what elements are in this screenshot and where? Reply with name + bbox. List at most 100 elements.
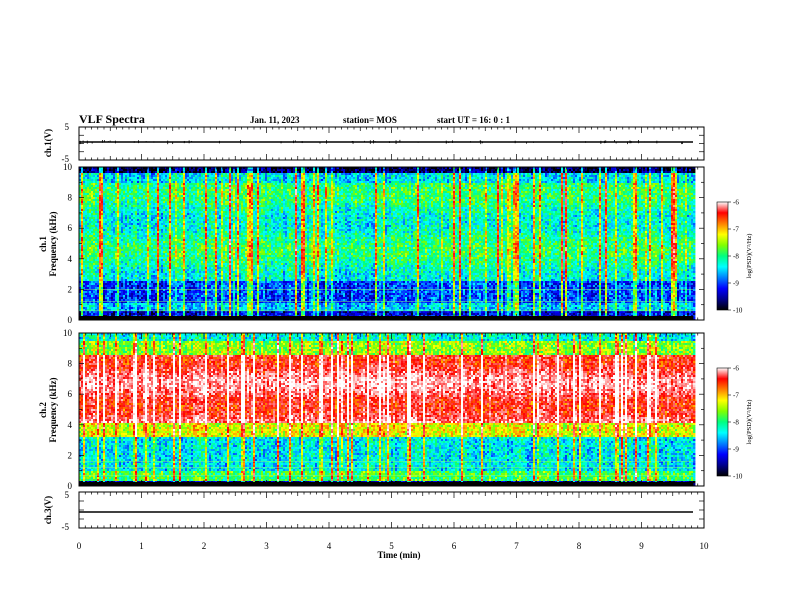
spectrogram-cell [173, 169, 176, 172]
spectrogram-cell [183, 207, 186, 210]
spectrogram-cell [157, 167, 160, 170]
spectrogram-cell [133, 301, 136, 304]
spectrogram-cell [157, 237, 160, 240]
spectrogram-cell [169, 297, 172, 300]
spectrogram-cell [87, 261, 90, 264]
spectrogram-cell [159, 205, 162, 208]
spectrogram-cell [145, 229, 148, 232]
spectrogram-cell [165, 273, 168, 276]
spectrogram-cell [99, 303, 102, 306]
spectrogram-cell [99, 261, 102, 264]
spectrogram-cell [153, 313, 156, 316]
spectrogram-cell [117, 225, 120, 228]
spectrogram-cell [167, 245, 170, 248]
spectrogram-cell [119, 269, 122, 272]
spectrogram-cell [175, 211, 178, 214]
spectrogram-cell [155, 297, 158, 300]
spectrogram-cell [137, 237, 140, 240]
spectrogram-cell [103, 191, 106, 194]
spectrogram-cell [129, 277, 132, 280]
spectrogram-cell [171, 209, 174, 212]
spectrogram-cell [147, 301, 150, 304]
spectrogram-cell [131, 275, 134, 278]
spectrogram-cell [147, 201, 150, 204]
spectrogram-cell [139, 277, 142, 280]
spectrogram-cell [185, 173, 188, 176]
spectrogram-cell [163, 195, 166, 198]
spectrogram-cell [99, 211, 102, 214]
spectrogram-cell [131, 193, 134, 196]
spectrogram-cell [141, 173, 144, 176]
spectrogram-cell [133, 293, 136, 296]
spectrogram-cell [119, 197, 122, 200]
spectrogram-cell [123, 261, 126, 264]
spectrogram-cell [105, 197, 108, 200]
spectrogram-cell [129, 279, 132, 282]
spectrogram-cell [101, 265, 104, 268]
spectrogram-cell [181, 311, 184, 314]
spectrogram-cell [95, 291, 98, 294]
spectrogram-cell [163, 199, 166, 202]
spectrogram-cell [177, 269, 180, 272]
spectrogram-cell [97, 239, 100, 242]
spectrogram-cell [157, 311, 160, 314]
spectrogram-cell [149, 261, 152, 264]
spectrogram-cell [131, 253, 134, 256]
spectrogram-cell [105, 199, 108, 202]
spectrogram-cell [155, 167, 158, 170]
spectrogram-cell [135, 283, 138, 286]
spectrogram-cell [83, 241, 86, 244]
spectrogram-cell [117, 299, 120, 302]
spectrogram-cell [135, 257, 138, 260]
spectrogram-cell [127, 253, 130, 256]
spectrogram-cell [93, 307, 96, 310]
spectrogram-cell [153, 237, 156, 240]
spectrogram-cell [103, 255, 106, 258]
spectrogram-cell [115, 291, 118, 294]
spectrogram-cell [81, 209, 84, 212]
spectrogram-cell [97, 213, 100, 216]
spectrogram-cell [185, 255, 188, 258]
spectrogram-cell [125, 269, 128, 272]
spectrogram-cell [163, 245, 166, 248]
spectrogram-cell [159, 253, 162, 256]
spectrogram-cell [79, 283, 82, 286]
spectrogram-cell [93, 203, 96, 206]
spectrogram-cell [145, 297, 148, 300]
spectrogram-cell [93, 239, 96, 242]
spectrogram-cell [185, 259, 188, 262]
spectrogram-cell [165, 185, 168, 188]
spectrogram-cell [153, 223, 156, 226]
spectrogram-cell [85, 259, 88, 262]
spectrogram-cell [141, 171, 144, 174]
spectrogram-cell [93, 175, 96, 178]
spectrogram-cell [109, 269, 112, 272]
spectrogram-cell [105, 267, 108, 270]
spectrogram-cell [159, 189, 162, 192]
spectrogram-cell [111, 279, 114, 282]
spectrogram-cell [137, 239, 140, 242]
spectrogram-cell [115, 233, 118, 236]
spectrogram-cell [137, 293, 140, 296]
spectrogram-cell [141, 287, 144, 290]
spectrogram-cell [141, 183, 144, 186]
spectrogram-cell [97, 225, 100, 228]
spectrogram-cell [141, 175, 144, 178]
spectrogram-cell [159, 313, 162, 316]
spectrogram-cell [109, 217, 112, 220]
spectrogram-cell [137, 167, 140, 170]
spectrogram-cell [109, 259, 112, 262]
spectrogram-cell [181, 185, 184, 188]
spectrogram-cell [153, 189, 156, 192]
spectrogram-cell [147, 243, 150, 246]
spectrogram-cell [167, 229, 170, 232]
spectrogram-cell [119, 215, 122, 218]
spectrogram-cell [175, 307, 178, 310]
spectrogram-cell [107, 175, 110, 178]
spectrogram-cell [79, 173, 82, 176]
spectrogram-cell [91, 285, 94, 288]
spectrogram-cell [129, 229, 132, 232]
spectrogram-cell [101, 291, 104, 294]
spectrogram-cell [147, 277, 150, 280]
spectrogram-cell [177, 219, 180, 222]
